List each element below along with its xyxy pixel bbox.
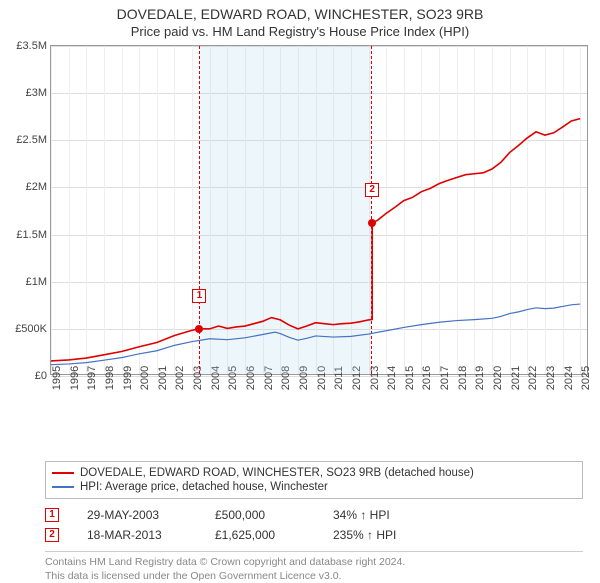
sale-marker-1: 1 <box>192 289 206 303</box>
chart-subtitle: Price paid vs. HM Land Registry's House … <box>0 24 600 39</box>
footer-line: Contains HM Land Registry data © Crown c… <box>45 556 583 570</box>
y-tick-label: £500K <box>15 323 47 335</box>
legend-row: DOVEDALE, EDWARD ROAD, WINCHESTER, SO23 … <box>52 466 576 480</box>
sale-point-1 <box>195 325 203 333</box>
chart-lines <box>51 46 589 376</box>
legend-row: HPI: Average price, detached house, Winc… <box>52 480 576 494</box>
y-tick-label: £3M <box>26 87 47 99</box>
sale-hpi: 34% ↑ HPI <box>333 508 423 522</box>
chart-title-block: DOVEDALE, EDWARD ROAD, WINCHESTER, SO23 … <box>0 0 600 41</box>
footer-attribution: Contains HM Land Registry data © Crown c… <box>45 551 583 583</box>
legend-label: HPI: Average price, detached house, Winc… <box>80 481 328 493</box>
sale-hpi: 235% ↑ HPI <box>333 528 423 542</box>
sale-marker-2: 2 <box>365 183 379 197</box>
series-hpi <box>51 304 580 365</box>
y-tick-label: £1M <box>26 276 47 288</box>
sale-price: £1,625,000 <box>215 528 305 542</box>
footer-line: This data is licensed under the Open Gov… <box>45 570 583 583</box>
sale-row-marker: 1 <box>45 508 59 522</box>
y-tick-label: £1.5M <box>16 229 47 241</box>
y-tick-label: £0 <box>35 370 47 382</box>
legend-swatch <box>52 486 74 488</box>
sales-table: 1 29-MAY-2003 £500,000 34% ↑ HPI 2 18-MAR-201… <box>45 505 600 545</box>
sale-point-2 <box>368 219 376 227</box>
sale-row-2: 2 18-MAR-2013 £1,625,000 235% ↑ HPI <box>45 525 600 545</box>
sale-row-marker: 2 <box>45 528 59 542</box>
legend: DOVEDALE, EDWARD ROAD, WINCHESTER, SO23 … <box>45 461 583 499</box>
legend-label: DOVEDALE, EDWARD ROAD, WINCHESTER, SO23 … <box>80 467 474 479</box>
series-property <box>51 119 580 361</box>
sale-date: 29-MAY-2003 <box>87 508 187 522</box>
sale-date: 18-MAR-2013 <box>87 528 187 542</box>
chart-area: £0£500K£1M£1.5M£2M£2.5M£3M£3.5M199519961… <box>5 45 595 425</box>
sale-row-1: 1 29-MAY-2003 £500,000 34% ↑ HPI <box>45 505 600 525</box>
plot-area: £0£500K£1M£1.5M£2M£2.5M£3M£3.5M199519961… <box>50 45 588 375</box>
y-tick-label: £3.5M <box>16 40 47 52</box>
y-tick-label: £2M <box>26 181 47 193</box>
y-tick-label: £2.5M <box>16 134 47 146</box>
chart-title: DOVEDALE, EDWARD ROAD, WINCHESTER, SO23 … <box>0 6 600 22</box>
legend-swatch <box>52 472 74 474</box>
sale-price: £500,000 <box>215 508 305 522</box>
